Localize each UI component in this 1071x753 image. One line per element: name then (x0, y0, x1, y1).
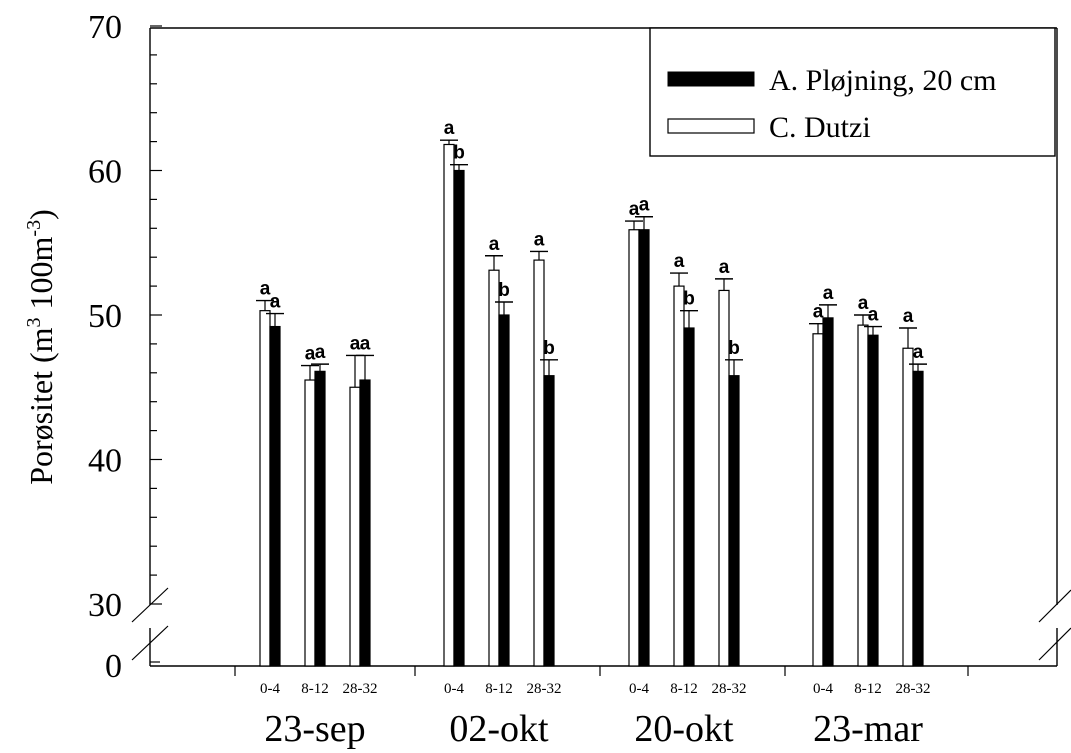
significance-label: a (350, 333, 361, 354)
significance-label: a (868, 305, 879, 326)
significance-label: a (534, 229, 545, 250)
y-tick-label-zero: 0 (105, 648, 122, 685)
bar-dutzi (857, 324, 869, 667)
bar-ploejning (822, 317, 834, 667)
y-axis-label-sup1: 3 (23, 317, 45, 327)
depth-label: 0-4 (260, 681, 280, 697)
legend-box (649, 27, 1056, 157)
date-labels: 23-sep 02-okt 20-okt 23-mar (264, 708, 923, 750)
significance-label: a (305, 344, 316, 365)
bar-dutzi (812, 333, 824, 667)
significance-label: a (270, 292, 281, 313)
significance-label: a (315, 342, 326, 363)
significance-label: b (543, 338, 555, 359)
significance-label: a (629, 199, 640, 220)
axis-break-right-2 (1038, 627, 1071, 661)
significance-label: b (498, 280, 510, 301)
depth-label: 28-32 (527, 681, 562, 697)
depth-label: 0-4 (629, 681, 649, 697)
y-tick-label: 60 (88, 154, 122, 191)
y-axis-label-mid: 100m (23, 236, 59, 317)
bar-ploejning (683, 327, 695, 667)
y-tick-label: 50 (88, 298, 122, 335)
significance-label: a (719, 257, 730, 278)
date-label: 23-sep (264, 708, 365, 750)
bar-ploejning (498, 314, 510, 667)
bar-ploejning (912, 370, 924, 667)
significance-label: a (360, 333, 371, 354)
x-axis-ticks (234, 666, 969, 676)
y-axis-label: Porøsitet (m3 100m-3) (23, 209, 59, 485)
significance-label: a (260, 279, 271, 300)
y-axis-ticks: 30 40 50 60 70 (88, 9, 162, 624)
significance-label: a (674, 251, 685, 272)
significance-label: a (913, 342, 924, 363)
depth-label: 8-12 (854, 681, 882, 697)
date-label: 02-okt (449, 708, 549, 750)
depth-label: 28-32 (343, 681, 378, 697)
depth-label: 8-12 (301, 681, 329, 697)
bar-dutzi (628, 229, 640, 667)
axis-break-right-1 (1038, 589, 1071, 623)
significance-label: a (639, 195, 650, 216)
depth-label: 28-32 (712, 681, 747, 697)
bar-ploejning (314, 370, 326, 667)
significance-label: a (489, 234, 500, 255)
depth-label: 8-12 (485, 681, 513, 697)
depth-labels: 0-4 8-12 28-32 0-4 8-12 28-32 0-4 8-12 28-32 0-4 8… (260, 681, 931, 697)
y-axis-label-main: Porøsitet (m (23, 327, 59, 484)
depth-label: 8-12 (670, 681, 698, 697)
y-tick-label: 40 (88, 443, 122, 480)
bar-ploejning (269, 325, 281, 667)
legend: A. Pløjning, 20 cm C. Dutzi (649, 27, 1056, 157)
y-tick-label: 70 (88, 9, 122, 46)
bar-dutzi (488, 269, 500, 667)
legend-swatch-ploejning (667, 71, 755, 87)
date-label: 20-okt (634, 708, 734, 750)
significance-label: a (444, 118, 455, 139)
bar-ploejning (728, 375, 740, 667)
significance-label: b (453, 143, 465, 164)
significance-label: a (813, 302, 824, 323)
significance-label: b (683, 289, 695, 310)
legend-label-dutzi: C. Dutzi (769, 111, 871, 144)
bar-ploejning (543, 375, 555, 667)
axis-break-left-2 (131, 625, 169, 661)
bar-ploejning (453, 169, 465, 667)
bar-dutzi (443, 143, 455, 667)
axis-break-left-1 (131, 587, 169, 623)
bar-ploejning (638, 229, 650, 667)
date-label: 23-mar (813, 708, 923, 750)
significance-label: a (823, 283, 834, 304)
y-tick-label: 30 (88, 587, 122, 624)
bar-ploejning (359, 379, 371, 667)
significance-label: b (728, 338, 740, 359)
depth-label: 28-32 (896, 681, 931, 697)
bar-dutzi (349, 386, 361, 667)
significance-label: a (903, 306, 914, 327)
bar-dutzi (304, 379, 316, 667)
bars-group (256, 139, 927, 667)
legend-swatch-dutzi (667, 118, 755, 134)
y-axis-label-end: ) (23, 209, 59, 220)
bar-dutzi (902, 347, 914, 667)
bar-dutzi (259, 310, 271, 667)
bar-ploejning (867, 334, 879, 667)
legend-label-ploejning: A. Pløjning, 20 cm (769, 64, 997, 97)
y-axis-label-sup2: -3 (23, 220, 45, 237)
bar-dutzi (533, 259, 545, 667)
depth-label: 0-4 (444, 681, 464, 697)
significance-label: a (858, 293, 869, 314)
depth-label: 0-4 (813, 681, 833, 697)
bar-dutzi (673, 285, 685, 667)
